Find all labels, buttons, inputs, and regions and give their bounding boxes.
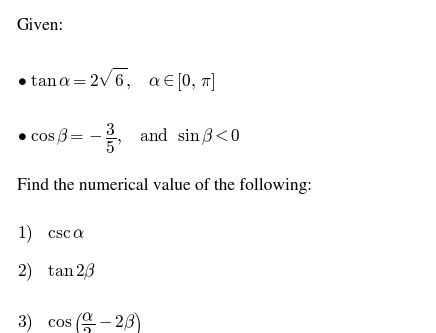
Text: Given:: Given: — [17, 18, 64, 34]
Text: $\bullet\ \cos\beta = -\dfrac{3}{5},\quad {\rm and}\ \ \sin\beta < 0$: $\bullet\ \cos\beta = -\dfrac{3}{5},\qua… — [17, 122, 240, 156]
Text: $3)\quad \cos\left(\dfrac{\alpha}{2} - 2\beta\right)$: $3)\quad \cos\left(\dfrac{\alpha}{2} - 2… — [17, 310, 141, 333]
Text: $1)\quad {\rm csc}\,\alpha$: $1)\quad {\rm csc}\,\alpha$ — [17, 223, 85, 245]
Text: $2)\quad \tan 2\beta$: $2)\quad \tan 2\beta$ — [17, 261, 96, 283]
Text: Find the numerical value of the following:: Find the numerical value of the followin… — [17, 178, 312, 194]
Text: $\bullet\ \tan\alpha = 2\sqrt{6}, \quad \alpha \in [0,\,\pi]$: $\bullet\ \tan\alpha = 2\sqrt{6}, \quad … — [17, 65, 215, 93]
